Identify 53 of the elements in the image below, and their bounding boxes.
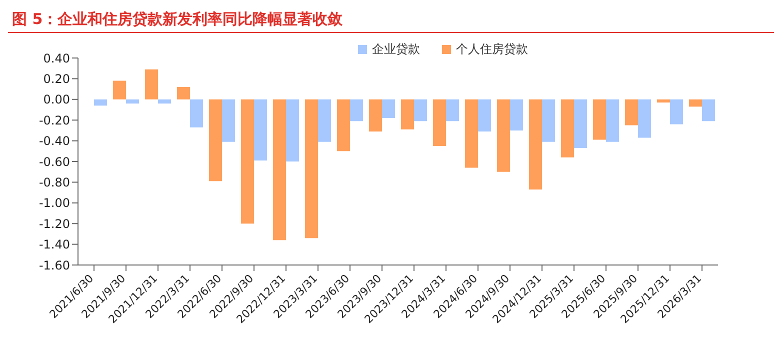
y-tick-label: -1.40: [38, 238, 70, 252]
bar: [414, 99, 427, 122]
bar: [574, 99, 587, 148]
bar: [254, 99, 267, 160]
bar: [94, 99, 107, 106]
y-tick-label: -0.60: [38, 154, 70, 169]
bar: [401, 99, 414, 130]
bar: [337, 99, 350, 152]
bar: [478, 99, 491, 132]
bar: [177, 86, 190, 100]
bar: [433, 99, 446, 146]
bar: [542, 99, 555, 142]
bar: [510, 99, 523, 130]
bar: [689, 99, 702, 107]
bar: [606, 99, 619, 142]
bar: [209, 99, 222, 182]
bar: [350, 99, 363, 122]
bar: [273, 99, 286, 240]
bar: [126, 99, 139, 104]
bar: [241, 99, 254, 224]
y-tick-label: 0.00: [43, 92, 70, 107]
y-tick-label: -0.20: [38, 113, 70, 128]
bar: [382, 99, 395, 118]
bar: [369, 99, 382, 132]
legend-label: 企业贷款: [371, 41, 420, 58]
y-tick-label: -1.00: [38, 196, 70, 210]
y-tick-label: -0.80: [38, 175, 70, 190]
bar: [158, 99, 171, 104]
y-tick-label: -0.40: [38, 134, 70, 148]
bar: [305, 99, 318, 238]
bar: [222, 99, 235, 142]
bar: [286, 99, 299, 162]
bar: [497, 99, 510, 172]
bar: [625, 99, 638, 126]
bar: [638, 99, 651, 138]
y-tick-label: -1.60: [38, 258, 70, 272]
y-tick-label: 0.20: [43, 72, 70, 86]
y-tick-label: 0.40: [43, 51, 70, 66]
bar: [318, 99, 331, 142]
chart-title: 图 5：企业和住房贷款新发利率同比降幅显著收敛: [8, 8, 774, 33]
bar: [465, 99, 478, 168]
bar: [657, 99, 670, 103]
bar: [190, 99, 203, 128]
legend-label: 个人住房贷款: [455, 41, 528, 58]
bar: [593, 99, 606, 140]
bar: [446, 99, 459, 122]
bar: [113, 80, 126, 100]
bar: [529, 99, 542, 190]
bar: [670, 99, 683, 124]
y-tick-label: -1.20: [38, 216, 70, 231]
bar: [561, 99, 574, 158]
bar: [145, 69, 158, 100]
bar: [702, 99, 715, 122]
